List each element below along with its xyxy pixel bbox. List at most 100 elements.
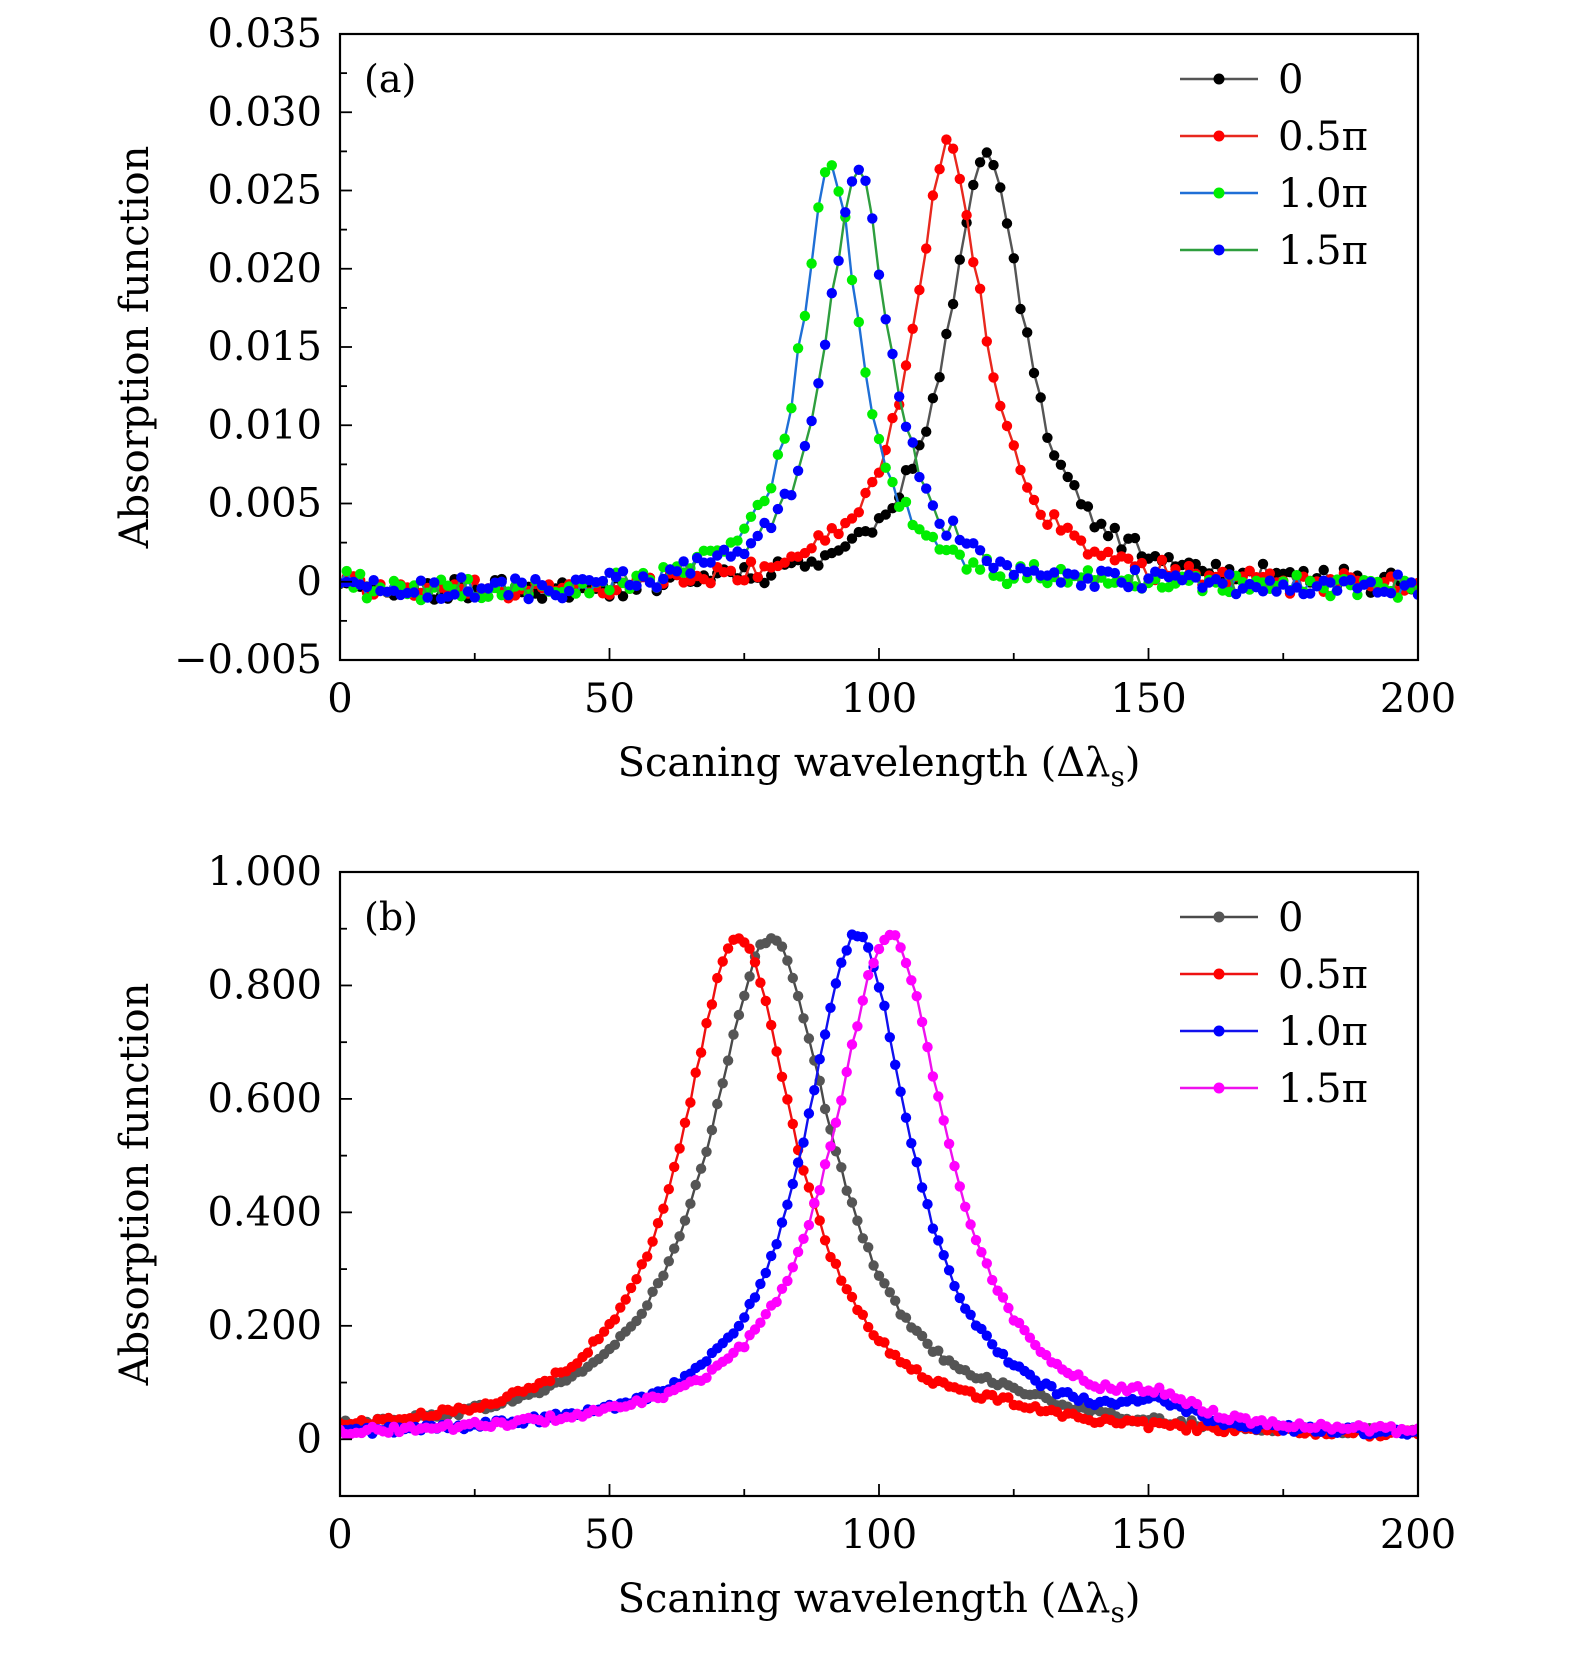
- data-point: [733, 1009, 745, 1021]
- data-point: [826, 160, 837, 171]
- data-point: [638, 571, 649, 582]
- data-point: [1062, 471, 1073, 483]
- data-point: [536, 593, 548, 604]
- data-point: [873, 982, 885, 993]
- legend-item: 0.5π: [1180, 114, 1368, 160]
- data-point: [739, 523, 750, 534]
- y-tick-label: 0.030: [207, 89, 322, 135]
- data-point: [625, 1282, 637, 1294]
- data-point: [674, 1143, 685, 1154]
- data-point: [449, 589, 460, 600]
- data-point: [722, 943, 734, 954]
- y-tick-label: 0.010: [207, 402, 322, 448]
- data-point: [598, 1326, 610, 1337]
- data-point: [792, 1157, 804, 1168]
- x-tick-label: 0: [327, 1512, 352, 1558]
- data-point: [814, 1215, 825, 1226]
- legend-swatch-marker: [1213, 73, 1225, 85]
- data-point: [976, 1247, 987, 1258]
- legend-item: 0: [1180, 895, 1303, 941]
- x-tick-label: 50: [584, 676, 635, 722]
- legend-label: 0.5π: [1278, 114, 1368, 160]
- data-point: [900, 1312, 912, 1323]
- data-point: [642, 1251, 653, 1262]
- legend-swatch-marker: [1213, 1025, 1225, 1037]
- data-point: [907, 323, 918, 334]
- data-point: [1021, 327, 1033, 338]
- data-point: [1040, 1349, 1052, 1361]
- data-point: [840, 541, 851, 552]
- data-point: [1055, 577, 1067, 588]
- y-tick-label: 0.025: [207, 168, 322, 214]
- data-point: [776, 941, 788, 952]
- data-point: [987, 1274, 998, 1286]
- data-point: [914, 524, 925, 535]
- data-point: [887, 348, 898, 360]
- data-point: [705, 557, 716, 568]
- data-point: [701, 1372, 712, 1384]
- data-point: [1003, 1392, 1014, 1403]
- legend-item: 1.0π: [1180, 1009, 1368, 1055]
- x-axis-label: Scaning wavelength (Δλs): [618, 740, 1141, 793]
- data-point: [733, 1320, 745, 1332]
- data-point: [462, 586, 474, 597]
- series-line-0: [340, 936, 1418, 1437]
- data-point: [658, 573, 669, 585]
- data-point: [943, 1138, 955, 1150]
- data-point: [745, 511, 757, 522]
- data-point: [798, 1165, 809, 1176]
- data-point: [867, 527, 878, 538]
- data-point: [895, 1086, 906, 1097]
- data-point: [368, 575, 379, 586]
- data-point: [852, 1215, 863, 1226]
- y-tick-label: −0.005: [174, 637, 322, 683]
- data-point: [841, 945, 852, 956]
- data-point: [563, 585, 575, 597]
- data-point: [755, 1278, 766, 1290]
- data-point: [609, 1339, 621, 1351]
- x-axis-label-subscript: s: [1110, 760, 1124, 793]
- data-point: [947, 515, 959, 526]
- data-point: [1035, 509, 1046, 520]
- data-point: [1406, 577, 1417, 588]
- data-point: [496, 576, 507, 587]
- data-point: [1109, 567, 1121, 579]
- data-point: [429, 577, 440, 588]
- data-point: [1183, 560, 1195, 572]
- data-point: [712, 1098, 723, 1110]
- data-point: [755, 1317, 766, 1328]
- data-point: [846, 1197, 858, 1208]
- data-point: [1055, 459, 1067, 470]
- data-point: [995, 571, 1006, 582]
- data-point: [469, 592, 480, 603]
- data-point: [744, 943, 755, 954]
- data-point: [830, 1258, 842, 1270]
- data-point: [593, 1333, 604, 1345]
- data-point: [516, 577, 528, 588]
- data-point: [651, 582, 662, 593]
- data-point: [1136, 583, 1148, 594]
- plot-frame: [338, 32, 1420, 662]
- x-axis-label-subscript: s: [1110, 1596, 1124, 1629]
- x-tick-label: 0: [327, 676, 352, 722]
- y-tick-label: 0: [297, 1416, 322, 1462]
- data-point: [1008, 569, 1019, 581]
- data-point: [766, 570, 777, 581]
- data-point: [1102, 530, 1114, 542]
- data-point: [1096, 518, 1107, 529]
- data-point: [965, 1219, 976, 1230]
- data-point: [830, 978, 842, 989]
- data-point: [879, 1278, 890, 1289]
- data-point: [879, 1337, 890, 1348]
- data-point: [617, 566, 629, 577]
- data-point: [1082, 565, 1094, 576]
- data-point: [760, 1267, 771, 1279]
- data-point: [927, 1223, 939, 1234]
- data-point: [830, 1117, 842, 1128]
- data-point: [954, 1292, 965, 1304]
- legend-swatch-marker: [1213, 130, 1225, 142]
- data-point: [863, 970, 874, 981]
- data-point: [1046, 1381, 1057, 1392]
- data-point: [1028, 494, 1040, 506]
- data-point: [1332, 585, 1343, 596]
